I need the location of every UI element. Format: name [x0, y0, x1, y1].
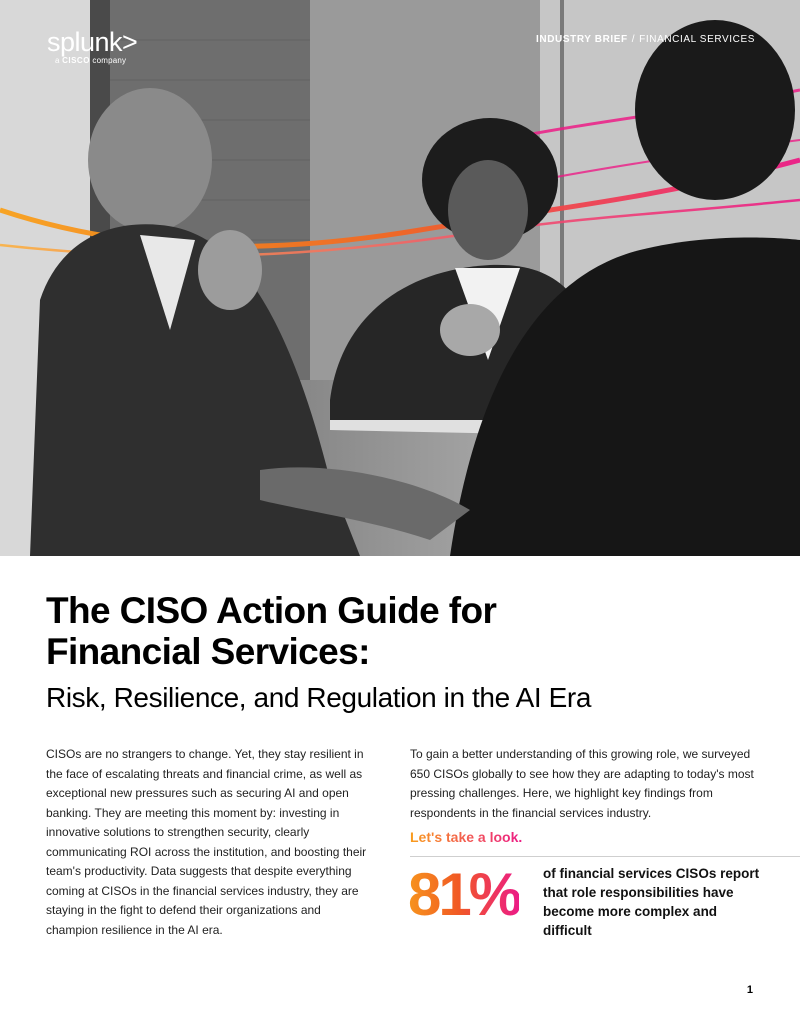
- survey-paragraph: To gain a better understanding of this g…: [410, 747, 754, 820]
- intro-paragraph: CISOs are no strangers to change. Yet, t…: [46, 747, 367, 937]
- eyebrow-industry: FINANCIAL SERVICES: [639, 34, 755, 45]
- title-line-2: Financial Services:: [46, 631, 370, 672]
- stat-description: of financial services CISOs report that …: [543, 866, 760, 938]
- meeting-photo: [0, 0, 800, 556]
- splunk-logo[interactable]: splunk> a CISCO company: [47, 27, 138, 65]
- divider: [410, 856, 800, 857]
- cta-heading: Let's take a look.: [410, 829, 523, 845]
- logo-tagline: a CISCO company: [55, 56, 137, 65]
- logo-tagline-brand: CISCO: [62, 56, 90, 65]
- title-line-1: The CISO Action Guide for: [46, 590, 497, 631]
- stat-value: 81%: [408, 861, 522, 928]
- eyebrow-separator: /: [631, 34, 636, 45]
- logo-tagline-prefix: a: [55, 56, 60, 65]
- logo-wordmark: splunk>: [47, 27, 138, 57]
- eyebrow-category: INDUSTRY BRIEF: [536, 34, 628, 45]
- logo-tagline-suffix: company: [92, 56, 127, 65]
- document-eyebrow: INDUSTRY BRIEF / FINANCIAL SERVICES: [536, 34, 755, 45]
- page-title: The CISO Action Guide for Financial Serv…: [46, 590, 746, 672]
- page-subtitle: Risk, Resilience, and Regulation in the …: [46, 682, 592, 713]
- hero-photo: splunk> a CISCO company INDUSTRY BRIEF / F…: [0, 0, 800, 556]
- page-number: 1: [746, 984, 753, 996]
